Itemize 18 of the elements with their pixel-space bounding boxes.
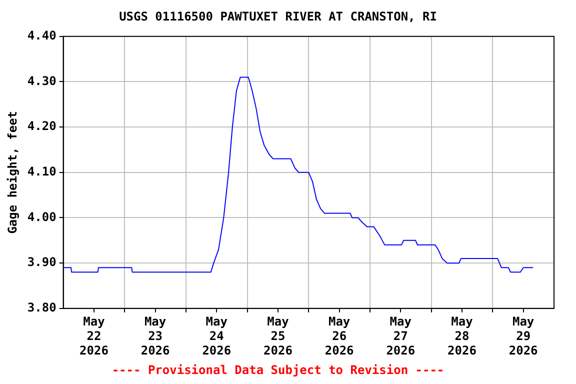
y-tick-label: 4.30 <box>27 74 56 88</box>
x-tick-label: May 24 2026 <box>202 314 232 358</box>
x-tick-label: May 27 2026 <box>386 314 416 358</box>
text: ---- Provisional Data Subject to Revision ---- <box>112 362 444 377</box>
x-tick-label: May 26 2026 <box>324 314 354 358</box>
x-tick-label: May 23 2026 <box>140 314 170 358</box>
chart-title: USGS 01116500 PAWTUXET RIVER AT CRANSTON, RI <box>119 9 437 24</box>
y-tick-label: 4.10 <box>27 164 56 179</box>
x-tick-label: May 22 2026 <box>80 314 108 358</box>
y-tick-label: 4.20 <box>27 119 56 134</box>
y-axis-title: Gage height, feet <box>5 110 20 234</box>
y-tick-label: 3.80 <box>27 300 56 315</box>
y-tick-label: 3.90 <box>27 255 56 270</box>
x-tick-label: May 28 2026 <box>448 314 476 358</box>
y-tick-label: 4.40 <box>27 28 56 43</box>
y-tick-label: 4.00 <box>27 210 56 224</box>
x-tick-label: May 25 2026 <box>264 314 292 358</box>
x-tick-label: May 29 2026 <box>508 314 538 358</box>
